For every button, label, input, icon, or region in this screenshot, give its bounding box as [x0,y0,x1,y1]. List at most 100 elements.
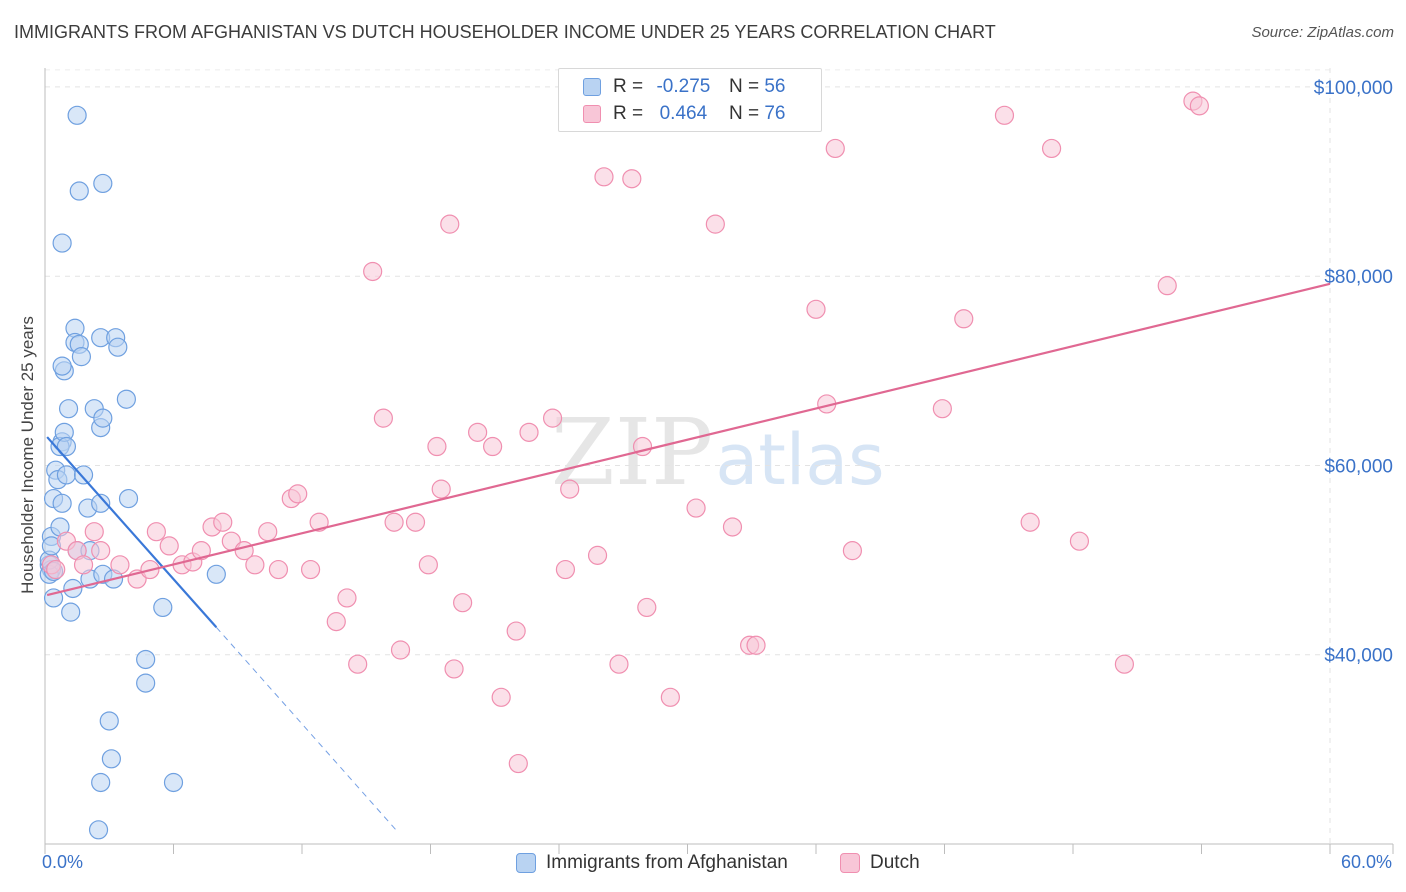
data-point [418,555,438,575]
x-tick-label-max: 60.0% [1340,852,1392,872]
data-point [245,555,265,575]
data-point [206,564,226,584]
data-point [705,214,725,234]
data-point [431,479,451,499]
data-point [153,597,173,618]
data-point [825,138,845,159]
data-point [52,493,72,513]
legend-swatch-dutch [583,105,601,123]
data-point [363,261,383,282]
data-point [519,422,539,442]
y-tick-label: $40,000 [1324,646,1393,667]
data-point [108,337,128,357]
y-tick-label: $100,000 [1314,78,1393,99]
data-point [46,559,66,580]
x-tick-label-min: 0.0% [42,852,84,872]
data-point [555,559,576,580]
data-point [427,436,447,457]
legend-r-value: 0.464 [659,103,708,124]
legend-swatch-afghanistan [583,78,601,96]
legend-row-afghanistan: R = -0.275 N = 56 [583,74,785,100]
data-point [453,593,473,613]
data-point [84,522,104,542]
trend-line-afghanistan [46,436,218,629]
watermark: ZIP atlas [551,399,885,506]
data-point [842,541,863,561]
data-point [622,169,642,189]
data-point [88,820,109,840]
data-point [213,512,233,532]
data-point [1157,276,1177,296]
data-point [722,517,743,537]
data-point [932,399,952,419]
data-point [506,621,526,641]
trend-line-extension-afghanistan [215,626,399,833]
data-point [1069,531,1090,551]
data-point [384,512,404,532]
legend-label-dutch: Dutch [870,852,920,873]
legend-r-label: R = [613,103,644,124]
data-point [348,654,368,674]
data-point [146,522,166,542]
legend-n-label: N = [728,103,760,124]
data-point [1020,512,1040,532]
data-point [560,479,580,499]
data-point [136,673,156,693]
data-point [91,772,111,793]
legend-r-label: R = [613,76,644,97]
data-point [609,654,629,674]
data-point [1041,138,1062,159]
data-point [52,233,72,253]
data-point [52,356,72,376]
data-point [69,181,89,201]
data-point [1114,654,1135,674]
data-point [258,522,278,542]
data-point [686,498,706,518]
data-point [56,465,77,485]
legend-item-afghanistan: Immigrants from Afghanistan [516,852,788,874]
data-point [326,612,346,632]
data-point [58,399,79,419]
correlation-legend: R = -0.275 N = 56 R = 0.464 N = 76 [558,68,822,132]
data-point [56,436,77,457]
data-point [71,347,92,367]
data-point [67,105,87,125]
data-point [163,772,184,793]
data-point [73,555,94,575]
data-point [373,408,393,428]
data-point [110,555,130,575]
data-point [806,299,826,319]
data-point [542,408,563,428]
data-point [116,389,136,409]
data-point [337,588,357,608]
data-point [309,512,329,532]
legend-n-value: 76 [764,103,786,124]
data-point [491,687,511,707]
legend-label-afghanistan: Immigrants from Afghanistan [546,852,788,873]
data-point [594,167,614,187]
data-point [637,597,657,618]
y-tick-labels: $100,000 $80,000 $60,000 $40,000 [1314,78,1393,667]
data-point [405,512,426,532]
data-point [93,408,113,428]
data-point [136,649,156,670]
data-point [91,541,111,561]
data-point [288,484,308,504]
series-points-afghanistan [39,105,226,840]
data-point [99,711,119,731]
data-points [39,72,1209,840]
chart-title: IMMIGRANTS FROM AFGHANISTAN VS DUTCH HOU… [14,22,996,42]
legend-n-value: 56 [764,76,786,97]
data-point [118,488,139,509]
data-point [468,422,488,442]
trend-lines [46,282,1331,833]
data-point [101,749,121,769]
data-point [440,214,460,234]
data-point [1189,96,1209,116]
legend-row-dutch: R = 0.464 N = 76 [583,101,785,127]
legend-swatch-afghanistan [516,853,536,873]
watermark-atlas: atlas [715,419,884,501]
data-point [587,545,608,565]
data-point [483,436,503,457]
